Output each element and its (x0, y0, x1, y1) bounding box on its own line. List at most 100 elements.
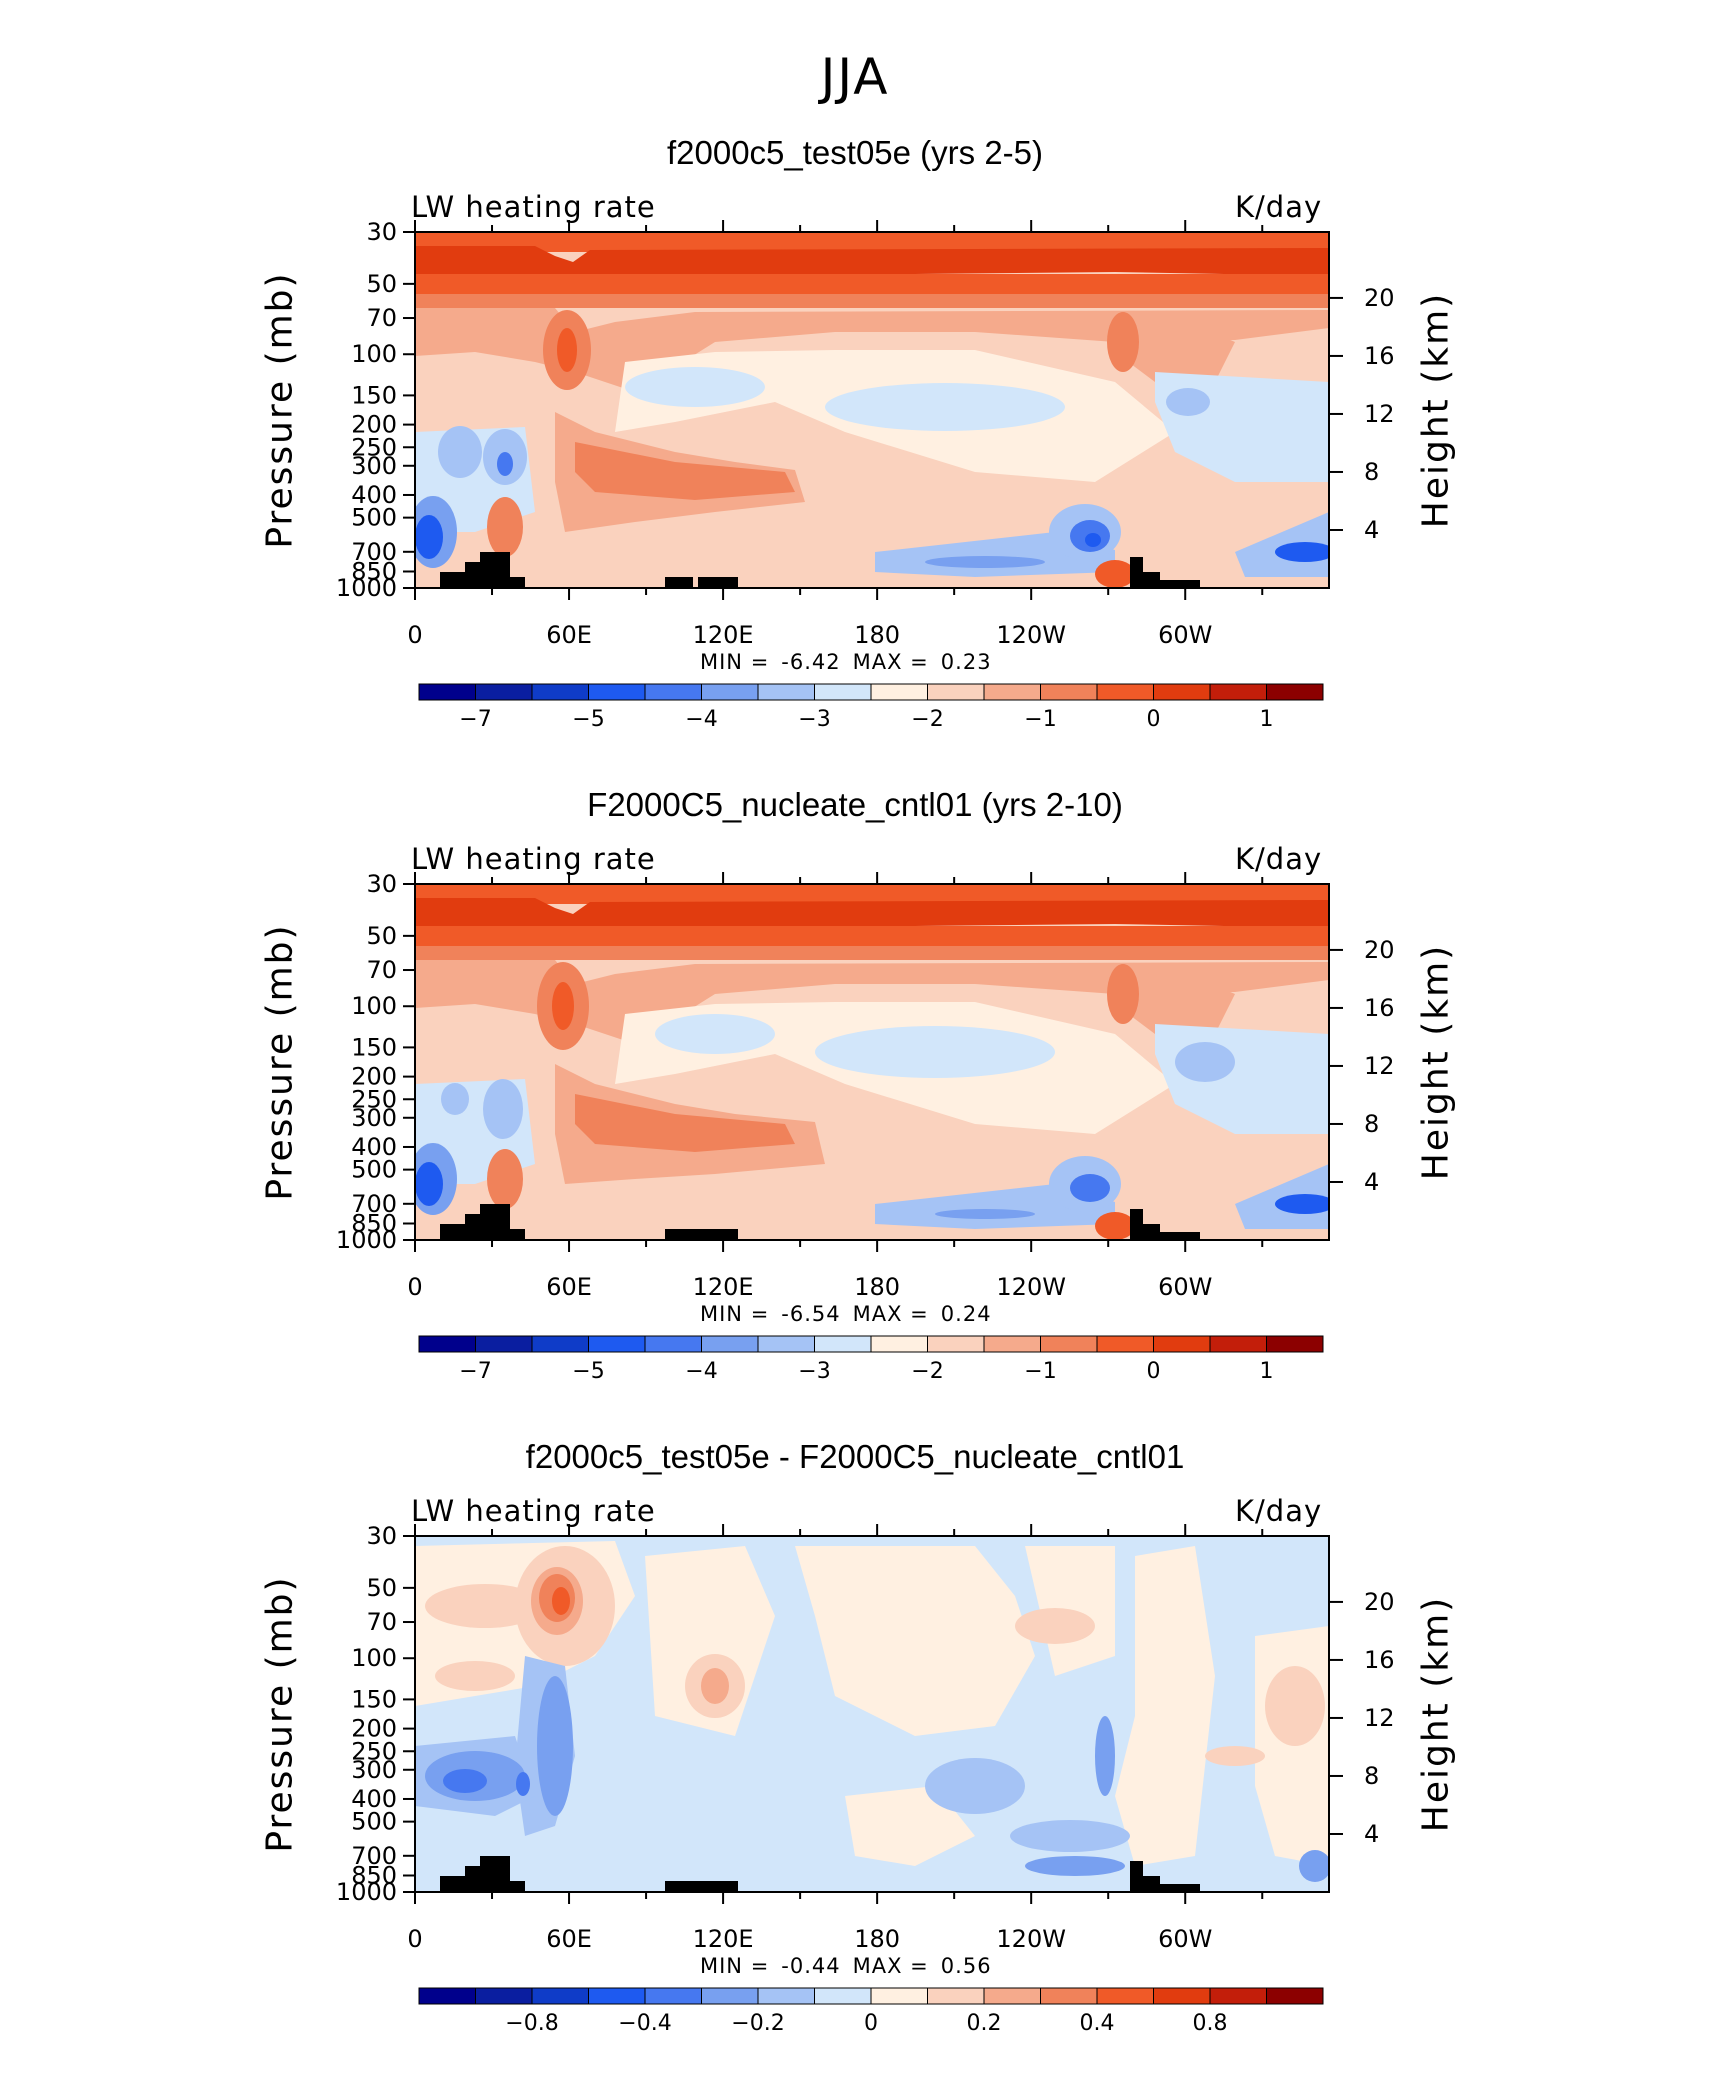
contour-fill (537, 1676, 573, 1816)
contour-fill (1115, 1546, 1215, 1866)
y-tick-label: 150 (351, 1685, 397, 1713)
max-value: 0.23 (940, 650, 992, 674)
colorbar-label: −0.2 (731, 2011, 784, 2036)
colorbar-swatch (1266, 1987, 1324, 2005)
min-max-summary: MIN = -0.44 MAX = 0.56 (700, 1954, 1004, 1978)
y-tick-label: 850 (351, 1210, 397, 1238)
contour-fill (1025, 1856, 1125, 1876)
colorbar-swatch (927, 683, 985, 701)
y-tick-label: 30 (366, 218, 397, 246)
colorbar-swatch (870, 683, 928, 701)
y-right-tick-label: 16 (1364, 994, 1395, 1022)
contour-fill (497, 452, 513, 476)
min-value: -6.42 (781, 650, 841, 674)
y-axis-label-pressure: Pressure (mb) (259, 923, 301, 1201)
y-tick-label: 1000 (336, 574, 397, 602)
y-tick-label: 850 (351, 1862, 397, 1890)
colorbar: −0.8 −0.4 −0.2 0 0.2 0.4 0.8 (418, 1987, 1324, 2036)
y-tick-label: 400 (351, 1785, 397, 1813)
colorbar-swatch (531, 683, 589, 701)
colorbar-swatch (1266, 1335, 1324, 1353)
contour-fill (825, 383, 1065, 431)
colorbar-swatch (1153, 1335, 1211, 1353)
colorbar-swatch (1096, 683, 1154, 701)
colorbar-label: −3 (798, 707, 830, 732)
topography-mask (698, 577, 738, 588)
x-tick-label: 60E (546, 1925, 592, 1953)
max-value: 0.56 (940, 1954, 992, 1978)
topography-mask (440, 1856, 525, 1892)
contour-fill (1095, 1716, 1115, 1796)
x-tick-label: 120E (693, 1925, 754, 1953)
topography-mask (665, 577, 693, 588)
x-tick-label: 180 (854, 621, 900, 649)
contour-fill (1166, 388, 1210, 416)
y-tick-label: 300 (351, 1104, 397, 1132)
colorbar-swatch (927, 1335, 985, 1353)
contour-fill (925, 556, 1045, 568)
contour-fill (1205, 1746, 1265, 1766)
y-tick-label: 250 (351, 1085, 397, 1113)
contour-fill (415, 898, 1329, 930)
contour-fill (625, 367, 765, 407)
y-right-tick-label: 12 (1364, 1704, 1395, 1732)
colorbar-swatch (870, 1335, 928, 1353)
colorbar-swatch (814, 683, 872, 701)
contour-fill (552, 1587, 570, 1615)
y-right-tick-label: 16 (1364, 342, 1395, 370)
y-axis-label-height: Height (km) (1415, 943, 1457, 1181)
colorbar: −7 −5 −4 −3 −2 −1 0 1 (418, 683, 1324, 732)
colorbar-label: −0.4 (618, 2011, 671, 2036)
colorbar-swatch (757, 683, 815, 701)
contour-fill (483, 1079, 523, 1139)
colorbar-swatch (644, 683, 702, 701)
colorbar-swatch (701, 683, 759, 701)
contour-fill (925, 1758, 1025, 1814)
y-tick-label: 200 (351, 411, 397, 439)
y-tick-label: 50 (366, 1574, 397, 1602)
variable-name: LW heating rate (411, 842, 656, 876)
contour-fill (415, 274, 1329, 294)
variable-name: LW heating rate (411, 1494, 656, 1528)
contour-fill (487, 497, 523, 557)
y-tick-label: 70 (366, 304, 397, 332)
y-tick-label: 500 (351, 1156, 397, 1184)
panel-control: F2000C5_nucleate_cntl01 (yrs 2-10) LW he… (0, 786, 1710, 1436)
y-tick-label: 400 (351, 481, 397, 509)
colorbar-swatch (475, 683, 533, 701)
colorbar-swatch (1209, 1335, 1267, 1353)
colorbar-swatch (870, 1987, 928, 2005)
y-tick-label: 50 (366, 270, 397, 298)
topography-mask (1130, 1861, 1200, 1892)
contour-fill (415, 1162, 443, 1206)
y-tick-label: 30 (366, 870, 397, 898)
colorbar-swatch (588, 683, 646, 701)
y-right-tick-label: 12 (1364, 400, 1395, 428)
y-tick-label: 700 (351, 538, 397, 566)
y-tick-label: 100 (351, 1644, 397, 1672)
colorbar-swatch (1096, 1987, 1154, 2005)
contour-plot: 0 60E 120E 180 120W 60W3050701001502002503004… (336, 1522, 1395, 1953)
y-right-tick-label: 4 (1364, 516, 1379, 544)
plot-frame (414, 1535, 1330, 1893)
y-right-tick-label: 16 (1364, 1646, 1395, 1674)
contour-plot: 0 60E 120E 180 120W 60W3050701001502002503004… (336, 218, 1395, 649)
colorbar-label: −2 (911, 1359, 943, 1384)
colorbar-swatch (1266, 683, 1324, 701)
colorbar-label: −2 (911, 707, 943, 732)
contour-fill (1095, 560, 1135, 588)
colorbar-label: −0.8 (505, 2011, 558, 2036)
colorbar-swatch (588, 1335, 646, 1353)
contour-fill (1107, 964, 1139, 1024)
x-tick-label: 120W (996, 621, 1066, 649)
contour-fill (701, 1668, 729, 1704)
y-tick-label: 100 (351, 340, 397, 368)
colorbar-swatch (1040, 1987, 1098, 2005)
max-value: 0.24 (940, 1302, 992, 1326)
y-right-tick-label: 20 (1364, 1588, 1395, 1616)
colorbar-label: 0.2 (967, 2011, 1002, 2036)
y-tick-label: 150 (351, 1033, 397, 1061)
colorbar-swatch (701, 1335, 759, 1353)
colorbar-swatch (418, 683, 476, 701)
contour-fill (655, 1014, 775, 1054)
